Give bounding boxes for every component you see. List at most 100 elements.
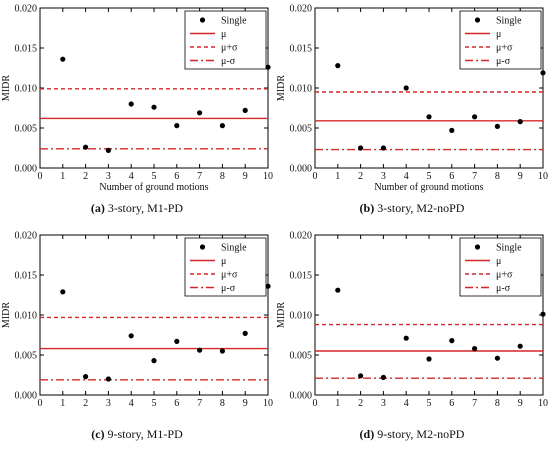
- legend-label: μ+σ: [496, 270, 513, 281]
- y-tick-label: 0.000: [15, 391, 38, 402]
- x-tick-label: 3: [381, 171, 386, 182]
- x-tick-label: 6: [174, 398, 179, 409]
- data-point: [517, 343, 523, 349]
- legend-marker-single: [474, 244, 481, 250]
- data-point: [60, 289, 66, 295]
- caption-text: 3-story, M2-noPD: [374, 201, 465, 215]
- data-point: [265, 283, 271, 289]
- x-tick-label: 6: [449, 171, 454, 182]
- y-axis-title: MIDR: [1, 302, 12, 328]
- x-tick-label: 10: [263, 171, 273, 182]
- x-tick-label: 5: [152, 398, 157, 409]
- data-point: [380, 145, 386, 151]
- legend-label: μ: [221, 256, 226, 267]
- y-tick-label: 0.010: [290, 84, 313, 95]
- chart-panel-2: 0 1 2 3 4 5 6 7 8 9 10 0.000 0.005 0.010 0.015 0.020 MID…: [276, 4, 548, 216]
- legend-label: μ: [496, 256, 501, 267]
- y-tick-label: 0.005: [290, 124, 313, 135]
- data-point: [219, 348, 225, 354]
- x-tick-label: 2: [83, 398, 88, 409]
- data-point: [335, 63, 341, 69]
- x-tick-label: 4: [129, 171, 134, 182]
- x-tick-label: 1: [335, 398, 340, 409]
- x-tick-label: 2: [358, 398, 363, 409]
- data-point: [151, 358, 157, 364]
- y-tick-label: 0.020: [15, 4, 38, 15]
- panel-caption: (b) 3-story, M2-noPD: [360, 201, 465, 215]
- legend-label: μ-σ: [221, 283, 236, 294]
- y-axis-title: MIDR: [276, 75, 287, 101]
- x-tick-label: 1: [60, 171, 65, 182]
- x-tick-label: 1: [335, 171, 340, 182]
- x-tick-label: 8: [495, 398, 500, 409]
- x-tick-label: 6: [449, 398, 454, 409]
- x-tick-label: 5: [152, 171, 157, 182]
- legend-label: μ-σ: [496, 283, 511, 294]
- data-point: [197, 347, 203, 353]
- data-point: [335, 287, 341, 293]
- data-point: [472, 114, 478, 120]
- data-point: [403, 85, 409, 91]
- legend-label: μ+σ: [221, 270, 238, 281]
- x-tick-label: 4: [129, 398, 134, 409]
- x-tick-label: 0: [313, 171, 318, 182]
- x-tick-label: 9: [243, 398, 248, 409]
- data-point: [358, 145, 364, 151]
- legend-box: [459, 237, 542, 297]
- legend-label: Single: [496, 243, 522, 254]
- legend-label: μ+σ: [221, 43, 238, 54]
- x-tick-label: 5: [427, 398, 432, 409]
- data-point: [197, 110, 203, 116]
- y-tick-label: 0.005: [15, 124, 38, 135]
- x-tick-label: 2: [358, 171, 363, 182]
- data-point: [83, 144, 89, 150]
- x-tick-label: 4: [404, 398, 409, 409]
- data-point: [242, 107, 248, 113]
- data-point: [174, 338, 180, 344]
- y-tick-label: 0.010: [290, 311, 313, 322]
- x-tick-label: 8: [495, 171, 500, 182]
- panel-caption: (d) 9-story, M2-noPD: [360, 427, 465, 441]
- data-point: [83, 374, 89, 380]
- x-tick-label: 8: [220, 398, 225, 409]
- panel-caption: (c) 9-story, M1-PD: [91, 427, 183, 441]
- legend-label: Single: [221, 243, 247, 254]
- legend-label: μ: [496, 29, 501, 40]
- y-axis-title: MIDR: [1, 75, 12, 101]
- data-point: [403, 335, 409, 341]
- legend-label: Single: [221, 16, 247, 27]
- caption-letter: (d): [360, 427, 375, 441]
- x-tick-label: 1: [60, 398, 65, 409]
- y-tick-label: 0.010: [15, 311, 38, 322]
- x-tick-label: 10: [263, 398, 273, 409]
- y-tick-label: 0.010: [15, 84, 38, 95]
- caption-letter: (b): [360, 201, 375, 215]
- caption-letter: (c): [91, 427, 104, 441]
- data-point: [60, 56, 66, 62]
- y-tick-label: 0.000: [290, 164, 313, 175]
- legend-label: μ-σ: [496, 56, 511, 67]
- chart-panel-4: 0 1 2 3 4 5 6 7 8 9 10 0.000 0.005 0.010 0.015 0.020 MID…: [276, 231, 548, 442]
- caption-text: 9-story, M2-noPD: [374, 427, 465, 441]
- data-point: [151, 104, 157, 110]
- legend-marker-single: [199, 17, 206, 23]
- x-tick-label: 6: [174, 171, 179, 182]
- legend-label: μ+σ: [496, 43, 513, 54]
- y-tick-label: 0.020: [15, 231, 38, 242]
- data-point: [128, 333, 134, 339]
- x-tick-label: 7: [197, 171, 202, 182]
- x-tick-label: 0: [38, 171, 43, 182]
- data-point: [472, 346, 478, 352]
- data-point: [449, 338, 455, 344]
- caption-text: 3-story, M1-PD: [105, 201, 184, 215]
- legend-box: [184, 237, 267, 297]
- data-point: [265, 64, 271, 70]
- y-axis-title: MIDR: [276, 302, 287, 328]
- data-point: [426, 356, 432, 362]
- x-tick-label: 7: [472, 171, 477, 182]
- legend-label: Single: [496, 16, 522, 27]
- x-tick-label: 3: [106, 171, 111, 182]
- data-point: [540, 70, 546, 76]
- data-point: [449, 127, 455, 133]
